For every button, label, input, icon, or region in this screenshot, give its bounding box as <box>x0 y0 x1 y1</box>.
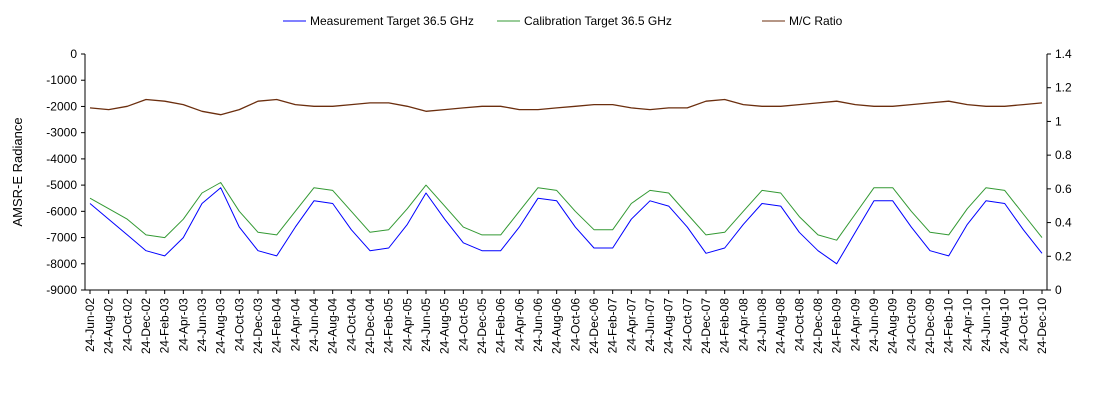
x-tick-label: 24-Dec-03 <box>251 298 265 354</box>
series-line-2 <box>89 98 1043 116</box>
x-tick-label: 24-Aug-02 <box>102 298 116 354</box>
x-tick-label: 24-Oct-10 <box>1016 298 1030 352</box>
x-tick-label: 24-Dec-06 <box>587 298 601 354</box>
y-tick-label: -1000 <box>46 73 77 87</box>
x-tick-label: 24-Aug-06 <box>550 298 564 354</box>
x-tick-label: 24-Jun-04 <box>307 298 321 352</box>
y-tick-label: -2000 <box>46 99 77 113</box>
y-tick-label: -5000 <box>46 178 77 192</box>
x-tick-label: 24-Jun-03 <box>195 298 209 352</box>
x-tick-label: 24-Apr-04 <box>288 298 302 352</box>
x-tick-label: 24-Oct-03 <box>232 298 246 352</box>
x-tick-label: 24-Feb-03 <box>158 298 172 354</box>
x-tick-label: 24-Aug-05 <box>438 298 452 354</box>
legend-label-ratio: M/C Ratio <box>789 14 843 28</box>
legend-item-ratio: M/C Ratio <box>762 14 843 28</box>
y2-tick-label: 0 <box>1055 283 1062 297</box>
x-tick-label: 24-Aug-03 <box>214 298 228 354</box>
x-tick-label: 24-Feb-04 <box>270 298 284 354</box>
y-tick-label: -4000 <box>46 152 77 166</box>
x-tick-label: 24-Jun-02 <box>83 298 97 352</box>
x-tick-label: 24-Aug-04 <box>326 298 340 354</box>
x-tick-label: 24-Dec-10 <box>1035 298 1049 354</box>
y-tick-label: 0 <box>70 47 77 61</box>
x-tick-label: 24-Dec-04 <box>363 298 377 354</box>
y2-tick-label: 1 <box>1055 114 1062 128</box>
x-tick-label: 24-Apr-03 <box>176 298 190 352</box>
x-tick-label: 24-Apr-10 <box>960 298 974 352</box>
y-tick-label: -3000 <box>46 126 77 140</box>
x-tick-label: 24-Feb-10 <box>942 298 956 354</box>
x-tick-label: 24-Jun-07 <box>643 298 657 352</box>
x-tick-label: 24-Oct-05 <box>456 298 470 352</box>
x-tick-label: 24-Oct-09 <box>904 298 918 352</box>
legend: Measurement Target 36.5 GHz Calibration … <box>283 14 843 28</box>
x-tick-label: 24-Feb-08 <box>718 298 732 354</box>
x-tick-label: 24-Jun-09 <box>867 298 881 352</box>
x-tick-label: 24-Apr-09 <box>848 298 862 352</box>
x-tick-label: 24-Jun-08 <box>755 298 769 352</box>
x-tick-label: 24-Dec-05 <box>475 298 489 354</box>
x-tick-label: 24-Oct-02 <box>120 298 134 352</box>
y2-tick-label: 1.2 <box>1055 81 1072 95</box>
x-tick-label: 24-Oct-07 <box>680 298 694 352</box>
y-tick-label: -8000 <box>46 257 77 271</box>
x-tick-label: 24-Apr-08 <box>736 298 750 352</box>
x-tick-label: 24-Oct-04 <box>344 298 358 352</box>
legend-item-measurement: Measurement Target 36.5 GHz <box>283 14 474 28</box>
y2-tick-label: 0.8 <box>1055 148 1072 162</box>
x-tick-label: 24-Jun-06 <box>531 298 545 352</box>
x-tick-label: 24-Aug-09 <box>886 298 900 354</box>
y2-tick-label: 0.6 <box>1055 182 1072 196</box>
x-tick-label: 24-Aug-07 <box>662 298 676 354</box>
y-tick-label: -7000 <box>46 231 77 245</box>
legend-item-calibration: Calibration Target 36.5 GHz <box>497 14 672 28</box>
series-layer <box>89 98 1043 265</box>
x-tick-label: 24-Dec-02 <box>139 298 153 354</box>
x-tick-label: 24-Apr-06 <box>512 298 526 352</box>
x-tick-label: 24-Feb-07 <box>606 298 620 354</box>
x-tick-label: 24-Feb-06 <box>494 298 508 354</box>
series-line-1 <box>89 182 1043 241</box>
x-axis-ticks: 24-Jun-02 24-Aug-02 24-Oct-02 24-Dec-02 24-F… <box>83 290 1049 354</box>
y-axis-ticks: 0 -1000 -2000 -3000 -4000 -5000 -6000 -7000 -800… <box>46 47 85 297</box>
x-tick-label: 24-Aug-10 <box>998 298 1012 354</box>
legend-label-calibration: Calibration Target 36.5 GHz <box>524 14 672 28</box>
y2-tick-label: 0.2 <box>1055 249 1072 263</box>
x-tick-label: 24-Dec-08 <box>811 298 825 354</box>
y-axis-title: AMSR-E Radiance <box>10 117 25 226</box>
x-tick-label: 24-Oct-06 <box>568 298 582 352</box>
x-tick-label: 24-Jun-05 <box>419 298 433 352</box>
x-tick-label: 24-Dec-09 <box>923 298 937 354</box>
x-tick-label: 24-Apr-05 <box>400 298 414 352</box>
y2-axis-ticks: 1.4 1.2 1 0.8 0.6 0.4 0.2 0 <box>1047 47 1072 297</box>
x-tick-label: 24-Aug-08 <box>774 298 788 354</box>
series-line-0 <box>89 187 1043 265</box>
x-tick-label: 24-Oct-08 <box>792 298 806 352</box>
x-tick-label: 24-Apr-07 <box>624 298 638 352</box>
x-tick-label: 24-Feb-05 <box>382 298 396 354</box>
y-tick-label: -6000 <box>46 204 77 218</box>
x-tick-label: 24-Dec-07 <box>699 298 713 354</box>
y2-tick-label: 1.4 <box>1055 47 1072 61</box>
y-tick-label: -9000 <box>46 283 77 297</box>
legend-label-measurement: Measurement Target 36.5 GHz <box>310 14 474 28</box>
x-tick-label: 24-Feb-09 <box>830 298 844 354</box>
x-tick-label: 24-Jun-10 <box>979 298 993 352</box>
y2-tick-label: 0.4 <box>1055 216 1072 230</box>
